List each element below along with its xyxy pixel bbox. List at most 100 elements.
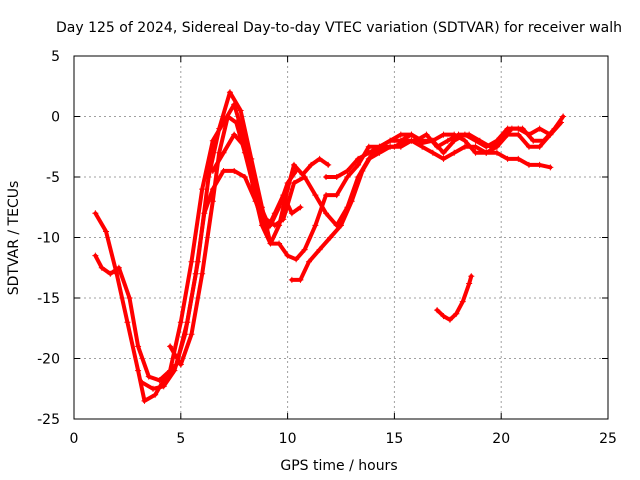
data-point [483,149,490,156]
data-point [267,240,274,247]
data-point [293,256,300,263]
data-point [493,143,500,150]
data-point [446,316,453,323]
data-point [209,198,216,205]
data-point [284,252,291,259]
data-point [199,270,206,277]
data-point [504,131,511,138]
data-point [156,377,163,384]
y-tick-label: -25 [37,412,60,428]
x-tick-label: 5 [176,431,185,447]
data-point [560,113,567,120]
axis-ticks: 0 5 10 15 20 25 5 0 -5 -10 -15 -20 -25 [37,49,617,447]
data-point [258,210,265,217]
data-point [434,307,441,314]
data-point [199,186,206,193]
data-point [267,222,274,229]
data-point [466,131,473,138]
data-point [536,143,543,150]
data-point [231,167,238,174]
series-track-3 [139,167,304,392]
data-point [226,89,233,96]
data-point [305,258,312,265]
data-point [103,228,110,235]
data-point [365,149,372,156]
data-point [376,143,383,150]
data-point [344,174,351,180]
data-point [440,313,447,320]
data-point [504,155,511,162]
series-track-5 [209,131,300,229]
data-point [408,131,415,138]
data-point [397,131,404,138]
data-point [115,264,122,271]
data-point [98,264,105,271]
series-track-7 [323,119,565,180]
data-point [508,125,515,132]
data-point [547,131,554,138]
x-tick-label: 0 [70,431,79,447]
data-point [250,180,257,187]
data-point [231,101,238,108]
data-point [92,252,99,259]
y-tick-label: -5 [46,170,60,186]
data-point [359,167,366,174]
data-point [167,343,174,350]
data-point [182,331,189,338]
data-point [126,295,133,301]
data-point [434,143,441,150]
data-point [276,240,283,247]
data-point [558,119,565,126]
data-point [316,155,323,162]
series-track-8 [434,273,475,323]
data-point [530,137,537,144]
data-point [453,310,460,317]
data-point [288,276,295,283]
data-point [288,210,295,217]
data-point [224,113,231,120]
data-point [365,143,372,150]
data-point [188,258,195,265]
data-point [429,137,436,144]
data-point [444,137,451,144]
data-point [291,180,298,187]
data-point [387,137,394,144]
data-point [440,155,447,162]
series-line [168,114,553,367]
data-point [419,137,426,144]
data-point [323,174,330,180]
data-point [316,246,323,253]
x-axis-label: GPS time / hours [280,458,397,474]
data-point [325,161,332,168]
data-point [536,125,543,132]
y-tick-label: 0 [51,110,60,126]
data-point [241,174,248,180]
data-point [263,228,270,235]
data-point [209,137,216,144]
data-point [192,270,199,277]
data-point [276,204,283,211]
data-point [323,192,330,199]
data-point [451,149,458,156]
data-point [419,143,426,150]
data-point [429,149,436,156]
data-point [451,131,458,138]
data-point [312,222,319,229]
y-tick-label: 5 [51,49,60,65]
y-tick-label: -10 [37,231,60,247]
data-point [188,331,195,338]
data-point [493,149,500,156]
data-point [301,174,308,180]
x-tick-label: 15 [385,431,403,447]
data-point [536,161,543,168]
data-point [297,276,304,283]
data-point [145,373,152,380]
data-point [323,210,330,217]
data-point [423,131,430,138]
data-point [525,161,532,168]
data-point [171,367,178,374]
data-point [459,298,466,305]
data-point [344,167,351,174]
data-point [241,143,248,150]
data-point [333,174,340,180]
